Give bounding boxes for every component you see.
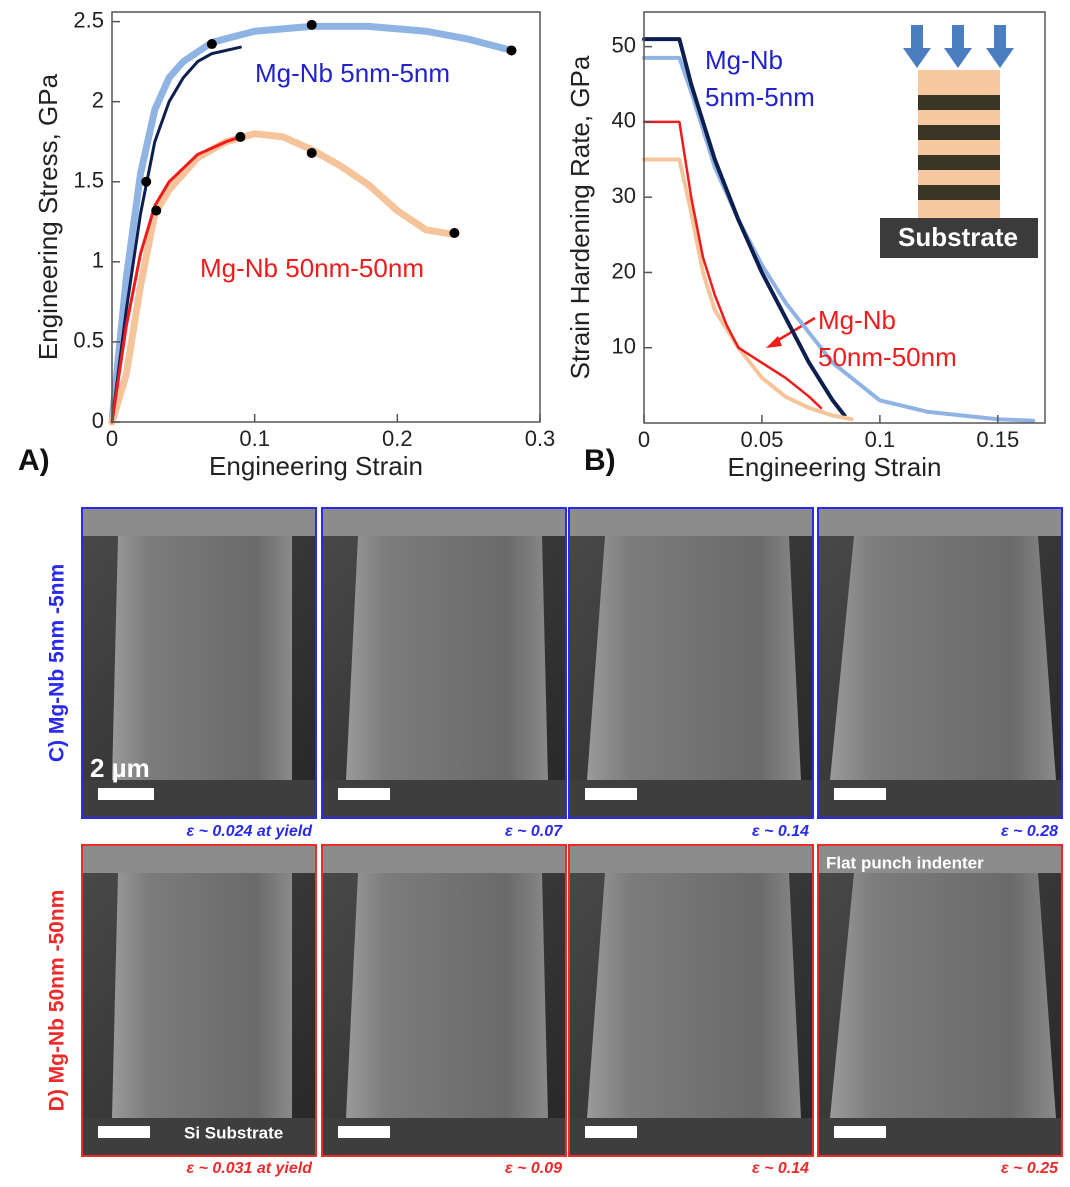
annotation: Mg-Nb xyxy=(705,45,783,75)
caption: ε ~ 0.14 xyxy=(752,1160,809,1177)
annotation: Mg-Nb 5nm-5nm xyxy=(255,58,450,88)
pillar xyxy=(112,873,292,1118)
y-tick-label: 50 xyxy=(612,32,636,57)
indenter-label: Flat punch indenter xyxy=(826,853,984,872)
row-label: C) Mg-Nb 5nm -5nm xyxy=(46,564,69,762)
caption: ε ~ 0.28 xyxy=(1001,823,1058,840)
indenter xyxy=(82,845,316,873)
line-series xyxy=(642,120,823,410)
y-tick-label: 10 xyxy=(612,334,636,359)
plot-frame xyxy=(643,11,1046,424)
data-point xyxy=(449,228,460,239)
panel-border xyxy=(81,507,317,819)
row-label: D) Mg-Nb 50nm -50nm xyxy=(46,890,69,1112)
caption: ε ~ 0.031 at yield xyxy=(186,1160,313,1177)
scale-bar xyxy=(834,788,886,800)
panel-border xyxy=(81,844,317,1157)
plot-frame xyxy=(111,11,541,423)
y-tick-label: 20 xyxy=(612,258,636,283)
caption: ε ~ 0.14 xyxy=(752,823,809,840)
inset-schematic xyxy=(880,25,1038,258)
line-series xyxy=(110,45,242,424)
line-series xyxy=(108,130,458,426)
caption: ε ~ 0.25 xyxy=(1001,1160,1059,1177)
caption: ε ~ 0.09 xyxy=(505,1160,562,1177)
panel-border xyxy=(568,507,814,819)
x-tick-label: 0.3 xyxy=(525,426,556,451)
y-tick-label: 2 xyxy=(92,88,104,113)
data-point xyxy=(506,45,517,56)
panel-border xyxy=(568,844,814,1157)
data-point xyxy=(141,176,152,187)
y-axis-label: Engineering Stress, GPa xyxy=(33,73,63,360)
sem-grid: ε ~ 0.024 at yield ε ~ 0.07 ε ~ 0.14 ε ~ 0.… xyxy=(46,507,1063,1177)
y-tick-label: 1.5 xyxy=(73,168,104,193)
indenter xyxy=(818,508,1062,536)
pillar xyxy=(587,536,801,780)
scale-bar xyxy=(338,788,390,800)
indenter xyxy=(569,508,813,536)
caption: ε ~ 0.07 xyxy=(505,823,563,840)
scale-bar xyxy=(585,1126,637,1138)
data-point xyxy=(151,205,162,216)
indenter xyxy=(818,845,1062,873)
x-tick-label: 0.1 xyxy=(865,427,896,452)
annotation: 50nm-50nm xyxy=(818,342,957,372)
annotation: 5nm-5nm xyxy=(705,82,815,112)
x-axis-label: Engineering Strain xyxy=(209,451,423,481)
scale-bar xyxy=(338,1126,390,1138)
indenter xyxy=(322,845,566,873)
y-tick-label: 2.5 xyxy=(73,7,104,32)
y-tick-label: 0.5 xyxy=(73,328,104,353)
panel-label: B) xyxy=(584,444,616,477)
indenter xyxy=(322,508,566,536)
pillar xyxy=(830,536,1056,780)
x-tick-label: 0 xyxy=(106,426,118,451)
pillar xyxy=(112,536,292,780)
x-tick-label: 0 xyxy=(638,427,650,452)
indenter xyxy=(82,508,316,536)
annotation: Mg-Nb 50nm-50nm xyxy=(200,253,424,283)
scale-bar xyxy=(585,788,637,800)
annotation: Mg-Nb xyxy=(818,305,896,335)
line-series xyxy=(110,135,242,424)
pillar xyxy=(587,873,801,1118)
line-series xyxy=(642,37,847,418)
data-point xyxy=(235,131,246,142)
data-point xyxy=(206,39,217,50)
x-tick-label: 0.1 xyxy=(239,426,270,451)
annotation: Substrate xyxy=(898,222,1018,252)
y-tick-label: 1 xyxy=(92,248,104,273)
pillar xyxy=(830,873,1056,1118)
y-tick-label: 40 xyxy=(612,108,636,133)
pillar xyxy=(346,536,548,780)
y-tick-label: 0 xyxy=(92,408,104,433)
line-series xyxy=(642,55,1036,423)
scale-bar xyxy=(98,788,154,800)
panel-border xyxy=(321,507,567,819)
y-tick-label: 30 xyxy=(612,183,636,208)
panel-border xyxy=(817,844,1063,1157)
annotation-arrow xyxy=(766,316,816,348)
caption: ε ~ 0.024 at yield xyxy=(186,823,313,840)
substrate-label: Si Substrate xyxy=(184,1123,283,1142)
x-tick-label: 0.2 xyxy=(382,426,413,451)
x-tick-label: 0.15 xyxy=(976,427,1019,452)
indenter xyxy=(569,845,813,873)
panel-border xyxy=(817,507,1063,819)
scale-label: 2 µm xyxy=(90,753,150,783)
pillar xyxy=(346,873,548,1118)
scale-bar xyxy=(834,1126,886,1138)
x-tick-label: 0.05 xyxy=(741,427,784,452)
scale-bar xyxy=(98,1126,150,1138)
x-axis-label: Engineering Strain xyxy=(728,452,942,482)
data-point xyxy=(306,19,317,30)
data-point xyxy=(306,147,317,158)
panel-border xyxy=(321,844,567,1157)
panel-label: A) xyxy=(18,444,50,477)
y-axis-label: Strain Hardening Rate, GPa xyxy=(565,55,595,379)
